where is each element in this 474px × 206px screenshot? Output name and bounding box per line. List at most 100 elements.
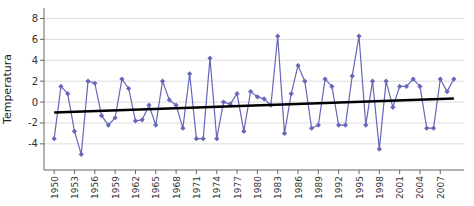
marker	[411, 76, 416, 81]
grid-line	[44, 60, 464, 61]
marker	[255, 94, 260, 99]
x-tick	[135, 170, 136, 174]
marker	[356, 34, 361, 39]
x-tick-label: 1977	[233, 176, 243, 199]
marker	[431, 126, 436, 131]
marker	[160, 79, 165, 84]
marker	[329, 84, 334, 89]
marker	[72, 129, 77, 134]
y-tick	[40, 81, 44, 82]
plot-data	[52, 34, 457, 157]
marker	[113, 115, 118, 120]
marker	[282, 131, 287, 136]
y-axis-line	[44, 8, 45, 170]
marker	[438, 76, 443, 81]
marker	[451, 76, 456, 81]
marker	[343, 122, 348, 127]
y-axis-label: Temperatura	[1, 54, 14, 125]
x-tick-label: 1986	[294, 176, 304, 199]
axes: -4-2024681950195319561959196219651968197…	[28, 8, 464, 199]
marker	[65, 91, 70, 96]
x-tick-label: 1953	[70, 176, 80, 199]
marker	[106, 122, 111, 127]
marker	[194, 136, 199, 141]
y-tick-label: 6	[32, 34, 38, 45]
chart: -4-2024681950195319561959196219651968197…	[0, 0, 474, 206]
marker	[336, 122, 341, 127]
y-tick	[40, 39, 44, 40]
x-tick	[216, 170, 217, 174]
marker	[383, 79, 388, 84]
y-tick-label: 0	[32, 97, 38, 108]
marker	[133, 118, 138, 123]
y-tick	[40, 122, 44, 123]
x-axis-line	[44, 170, 464, 171]
page: {"chart_data": {"type": "line", "y_label…	[0, 0, 474, 206]
y-tick-label: -2	[28, 117, 38, 128]
x-tick-label: 1980	[253, 176, 263, 199]
marker	[85, 79, 90, 84]
marker	[167, 97, 172, 102]
marker	[221, 99, 226, 104]
x-tick	[196, 170, 197, 174]
x-tick	[298, 170, 299, 174]
x-tick	[74, 170, 75, 174]
x-tick-label: 1983	[273, 176, 283, 199]
marker	[58, 84, 63, 89]
x-tick	[176, 170, 177, 174]
marker	[323, 76, 328, 81]
x-tick-label: 1965	[151, 176, 161, 199]
x-tick	[277, 170, 278, 174]
marker	[248, 89, 253, 94]
x-tick-label: 1974	[212, 176, 222, 199]
marker	[275, 34, 280, 39]
marker	[92, 81, 97, 86]
x-tick	[379, 170, 380, 174]
marker	[302, 79, 307, 84]
grid-line	[44, 81, 464, 82]
x-tick-label: 1968	[172, 176, 182, 199]
x-tick-label: 1992	[334, 176, 344, 199]
x-tick-label: 2004	[415, 176, 425, 199]
marker	[390, 105, 395, 110]
y-tick-label: 4	[32, 55, 38, 66]
marker	[262, 96, 267, 101]
marker	[99, 113, 104, 118]
y-tick-label: 8	[32, 13, 38, 24]
marker	[404, 84, 409, 89]
marker	[241, 129, 246, 134]
marker	[79, 152, 84, 157]
marker	[397, 84, 402, 89]
marker	[377, 146, 382, 151]
marker	[187, 71, 192, 76]
marker	[180, 126, 185, 131]
trend-line	[54, 98, 454, 112]
marker	[119, 76, 124, 81]
grid-line	[44, 143, 464, 144]
marker	[289, 91, 294, 96]
marker	[417, 84, 422, 89]
x-tick-label: 1950	[50, 176, 60, 199]
grid-line	[44, 39, 464, 40]
x-tick	[318, 170, 319, 174]
marker	[52, 136, 57, 141]
grid-line	[44, 18, 464, 19]
x-tick	[338, 170, 339, 174]
x-tick	[440, 170, 441, 174]
x-tick	[54, 170, 55, 174]
marker	[214, 136, 219, 141]
marker	[140, 117, 145, 122]
x-tick-label: 1989	[314, 176, 324, 199]
x-tick-label: 1995	[355, 176, 365, 199]
y-tick	[40, 102, 44, 103]
x-tick	[359, 170, 360, 174]
y-tick-label: 2	[32, 76, 38, 87]
marker	[207, 56, 212, 61]
y-tick-label: -4	[28, 138, 38, 149]
x-tick-label: 1971	[192, 176, 202, 199]
x-tick	[155, 170, 156, 174]
marker	[370, 79, 375, 84]
x-tick	[399, 170, 400, 174]
x-tick	[419, 170, 420, 174]
marker	[201, 136, 206, 141]
